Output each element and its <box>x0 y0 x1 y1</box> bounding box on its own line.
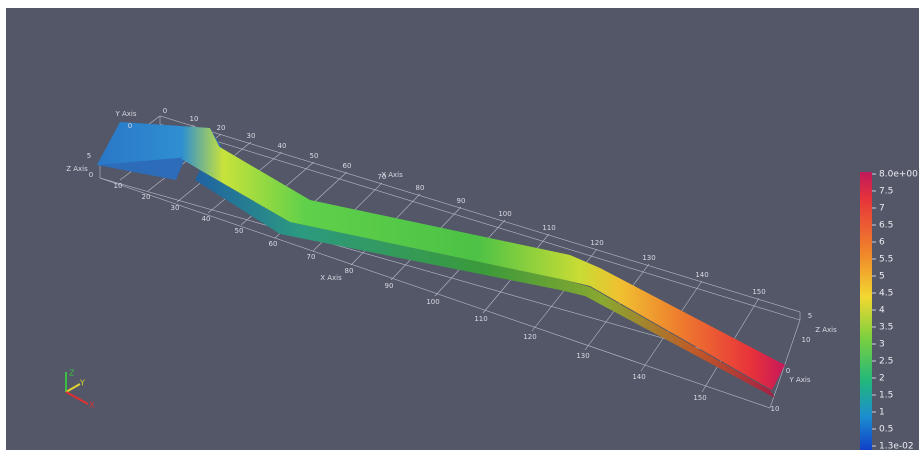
z-axis-title: Z Axis <box>815 326 837 334</box>
x-tick-label: 20 <box>217 124 226 132</box>
color-label: 3.5 <box>879 323 893 333</box>
color-label: 5 <box>879 272 885 282</box>
color-label: 6.5 <box>879 221 893 231</box>
color-bar <box>860 172 872 450</box>
x-tick-label: 60 <box>269 240 278 248</box>
x-tick-label: 130 <box>576 352 589 360</box>
color-label: 1.5 <box>879 391 893 401</box>
color-label: 3 <box>879 340 885 350</box>
x-tick-label: 20 <box>142 193 151 201</box>
z-tick-label: 5 <box>87 152 91 160</box>
x-tick-label: 150 <box>752 288 765 296</box>
x-axis-title: X Axis <box>381 171 403 179</box>
y-tick-label: 0 <box>128 122 132 130</box>
z-axis-title: Z Axis <box>66 165 88 173</box>
orientation-axes: ZY X <box>65 369 95 410</box>
flow-domain <box>97 122 785 398</box>
color-label: 0.5 <box>879 425 893 435</box>
x-axis-title: X Axis <box>320 274 342 282</box>
x-tick-label: 110 <box>474 315 487 323</box>
x-tick-label: 60 <box>343 162 352 170</box>
y-axis-title: Y Axis <box>114 110 136 118</box>
x-tick-label: 90 <box>385 282 394 290</box>
orient-y: Y <box>79 379 85 388</box>
x-tick-label: 150 <box>693 394 706 402</box>
y-arrow <box>65 383 81 393</box>
viewport-background <box>6 8 919 450</box>
x-tick-label: 120 <box>523 333 536 341</box>
color-label: 1.3e-02 <box>879 442 914 450</box>
color-label: 7.5 <box>879 187 893 197</box>
x-tick-label: 30 <box>171 204 180 212</box>
color-legend: 8.0e+00 7.5 7 6.5 6 5.5 5 4.5 4 3.5 3 2.5 2 1.5 1 0.5 1.… <box>860 170 918 450</box>
box-edge <box>159 123 801 321</box>
inlet-top <box>97 122 220 165</box>
x-tick-label: 30 <box>247 132 256 140</box>
orient-x: X <box>89 401 95 410</box>
x-tick-label: 80 <box>345 267 354 275</box>
color-label: 1 <box>879 408 885 418</box>
color-label: 2.5 <box>879 357 893 367</box>
x-tick-label: 100 <box>498 210 511 218</box>
z-tick-label: 0 <box>89 171 93 179</box>
x-tick-label: 70 <box>307 253 316 261</box>
color-label: 2 <box>879 374 885 384</box>
x-tick-label: 0 <box>163 107 167 115</box>
x-tick-label: 100 <box>426 298 439 306</box>
x-tick-label: 120 <box>590 239 603 247</box>
x-tick-label: 110 <box>542 224 555 232</box>
x-tick-label: 50 <box>310 152 319 160</box>
color-label: 7 <box>879 204 885 214</box>
x-tick-label: 10 <box>114 182 123 190</box>
color-label: 4.5 <box>879 289 893 299</box>
x-tick-label: 50 <box>235 227 244 235</box>
y-tick-label: 10 <box>771 405 780 413</box>
x-tick-label: 130 <box>642 254 655 262</box>
x-tick-label: 10 <box>190 115 199 123</box>
channel-top <box>180 146 785 390</box>
y-axis-title: Y Axis <box>788 376 810 384</box>
color-label: 8.0e+00 <box>879 170 918 180</box>
x-tick-label: 90 <box>457 197 466 205</box>
x-tick-label: 40 <box>278 142 287 150</box>
x-tick-label: 140 <box>632 373 645 381</box>
axis-labels: 0102030405060708090100110120130140150102… <box>66 107 837 413</box>
y-tick-label: 0 <box>786 367 790 375</box>
box-edge <box>99 177 776 371</box>
orient-z: Z <box>69 369 75 378</box>
z-tick-label: 10 <box>802 336 811 344</box>
x-tick-label: 70 <box>378 173 387 181</box>
color-label: 6 <box>879 238 885 248</box>
x-tick-label: 80 <box>416 184 425 192</box>
x-arrow <box>65 391 89 405</box>
color-label: 4 <box>879 306 885 316</box>
z-tick-label: 5 <box>808 312 812 320</box>
x-tick-label: 140 <box>695 271 708 279</box>
x-tick-label: 40 <box>202 215 211 223</box>
color-label: 5.5 <box>879 255 893 265</box>
